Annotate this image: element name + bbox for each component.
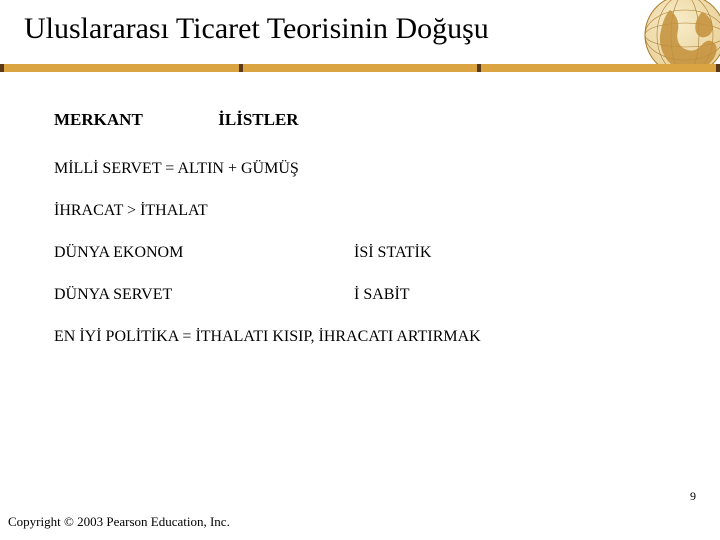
bar-segment-gold [243, 64, 478, 72]
bullet-col1: DÜNYA EKONOM [54, 244, 354, 262]
globe-icon [630, 0, 720, 70]
bullet-row: İHRACAT > İTHALAT [54, 202, 674, 220]
bullet-col1: EN İYİ POLİTİKA = İTHALATI KISIP, İHRACA… [54, 328, 481, 346]
heading-col2: İLİSTLER [218, 110, 298, 130]
copyright-text: Copyright © 2003 Pearson Education, Inc. [8, 514, 230, 530]
bullet-row: DÜNYA SERVETİ SABİT [54, 286, 674, 304]
bar-segment-gold [4, 64, 239, 72]
bullet-col1: DÜNYA SERVET [54, 286, 354, 304]
bullet-row: EN İYİ POLİTİKA = İTHALATI KISIP, İHRACA… [54, 328, 674, 346]
bullet-row: DÜNYA EKONOMİSİ STATİK [54, 244, 674, 262]
bullet-row: MİLLİ SERVET = ALTIN + GÜMÜŞ [54, 160, 674, 178]
divider-bar [0, 64, 720, 72]
heading-row: MERKANT İLİSTLER [54, 110, 674, 130]
page-number: 9 [690, 489, 696, 504]
heading-col1: MERKANT [54, 110, 214, 130]
slide-title: Uluslararası Ticaret Teorisinin Doğuşu [24, 12, 489, 46]
bullet-col1: İHRACAT > İTHALAT [54, 202, 208, 220]
bullet-col2: İSİ STATİK [354, 244, 431, 262]
bar-segment-dark [716, 64, 720, 72]
bullet-lines: MİLLİ SERVET = ALTIN + GÜMÜŞ İHRACAT > İT… [54, 160, 674, 346]
bullet-col1: MİLLİ SERVET = ALTIN + GÜMÜŞ [54, 160, 299, 178]
title-area: Uluslararası Ticaret Teorisinin Doğuşu [0, 0, 720, 72]
bar-segment-gold [481, 64, 716, 72]
content-area: MERKANT İLİSTLER MİLLİ SERVET = ALTIN + … [54, 110, 674, 370]
bullet-col2: İ SABİT [354, 286, 410, 304]
